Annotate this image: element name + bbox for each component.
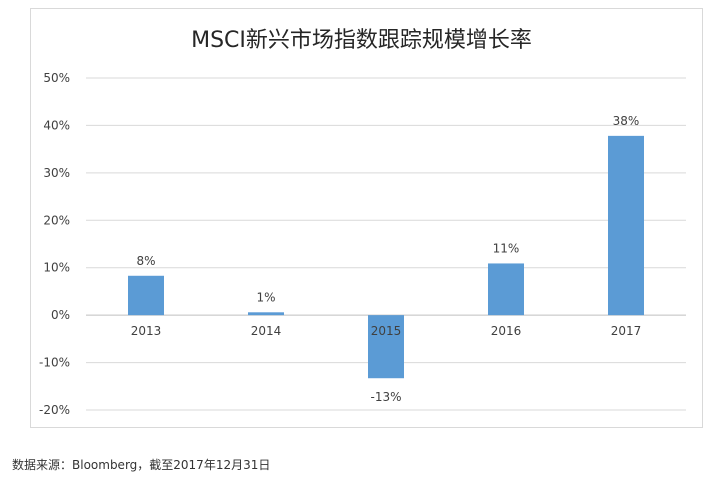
bar-2015 (368, 315, 404, 379)
data-label: 38% (613, 114, 640, 128)
bar-chart: 50%40%30%20%10%0%-10%-20% 2013 2014 2015 20… (39, 71, 686, 417)
data-label: 1% (256, 290, 275, 304)
x-tick-label: 2015 (371, 324, 402, 338)
y-tick-label: 20% (43, 213, 70, 227)
bar-2016 (488, 263, 524, 316)
y-tick-label: 10% (43, 261, 70, 275)
y-tick-label: 0% (51, 308, 70, 322)
x-tick-label: 2013 (131, 324, 162, 338)
y-tick-label: 30% (43, 166, 70, 180)
bar-2013 (128, 275, 164, 316)
data-labels: 8% 1% -13% 11% 38% (136, 114, 639, 404)
chart-title: MSCI新兴市场指数跟踪规模增长率 (191, 28, 532, 53)
x-tick-label: 2016 (491, 324, 522, 338)
y-tick-label: 50% (43, 71, 70, 85)
x-tick-label: 2014 (251, 324, 282, 338)
source-note: 数据来源：Bloomberg，截至2017年12月31日 (12, 458, 271, 472)
bar-2014 (248, 312, 284, 316)
x-axis-ticks: 2013 2014 2015 2016 2017 (131, 324, 642, 338)
y-tick-label: -20% (39, 403, 70, 417)
data-label: 11% (493, 241, 520, 255)
data-label: -13% (370, 390, 401, 404)
data-label: 8% (136, 254, 155, 268)
y-axis-ticks: 50% 40% 30% 20% 10% 0% -10% -20% (39, 71, 70, 417)
bar-2017 (608, 135, 644, 316)
x-tick-label: 2017 (611, 324, 642, 338)
bars (128, 135, 644, 379)
y-tick-label: -10% (39, 356, 70, 370)
y-tick-label: 40% (43, 118, 70, 132)
